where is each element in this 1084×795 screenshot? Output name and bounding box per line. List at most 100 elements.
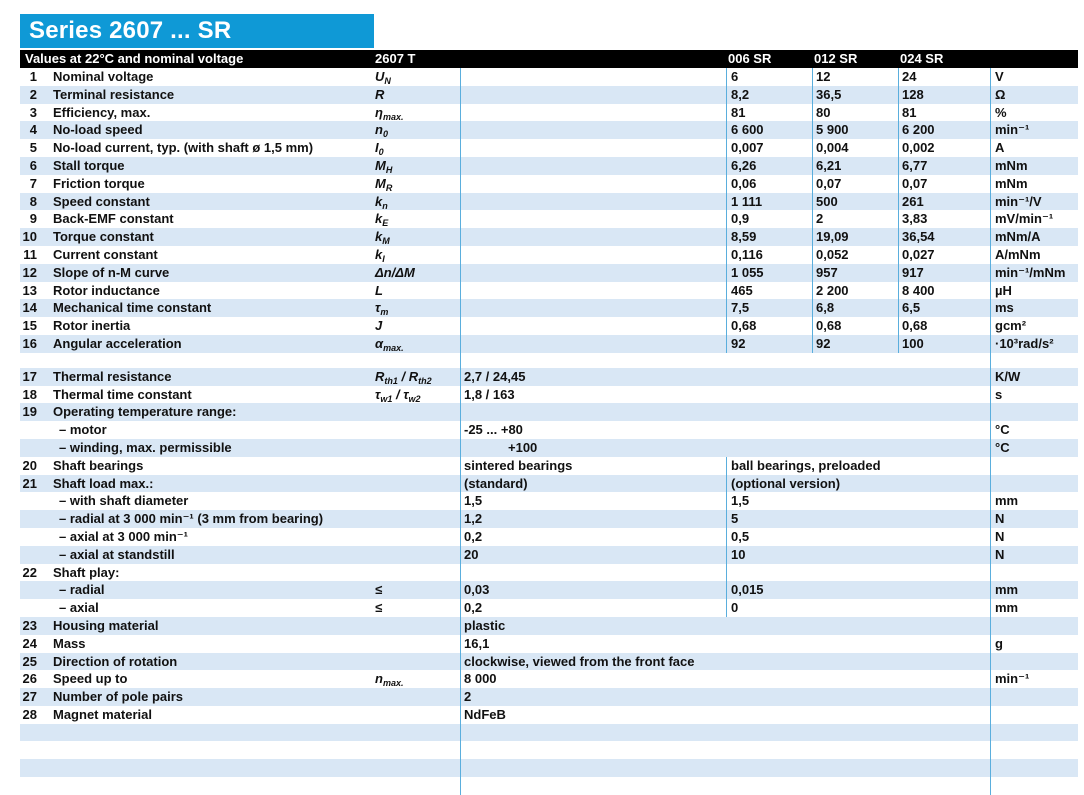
row-label: – axial at 3 000 min⁻¹	[59, 528, 188, 544]
symbol-subscript: 0	[382, 129, 388, 140]
column-divider	[812, 245, 813, 264]
value-012sr: 80	[816, 104, 831, 120]
row-label: No-load current, typ. (with shaft ø 1,5 …	[53, 140, 314, 156]
row-number: 22	[22, 564, 37, 580]
column-divider	[726, 85, 727, 104]
value-024sr: 8 400	[902, 282, 935, 298]
column-divider	[898, 156, 899, 175]
row-symbol: ≤	[375, 581, 382, 599]
row-number: 14	[22, 300, 37, 316]
row-label: Operating temperature range:	[53, 404, 237, 420]
column-divider	[460, 652, 461, 671]
symbol-subscript: w1	[380, 393, 393, 404]
value-optional: (optional version)	[731, 475, 841, 491]
unit: min⁻¹/V	[995, 193, 1042, 209]
row-label: Shaft load max.:	[53, 475, 154, 491]
column-divider	[990, 492, 991, 511]
row-label: Speed constant	[53, 193, 150, 209]
column-divider	[726, 334, 727, 353]
symbol-text: τ	[375, 386, 381, 402]
column-divider	[460, 317, 461, 335]
row-label: – with shaft diameter	[59, 493, 189, 509]
column-divider	[460, 228, 461, 246]
unit: mV/min⁻¹	[995, 211, 1054, 227]
column-divider	[812, 281, 813, 300]
column-divider	[460, 599, 461, 617]
unit: s	[995, 386, 1003, 402]
column-divider	[460, 352, 461, 368]
symbol-text: k	[375, 229, 383, 245]
row-label: Housing material	[53, 617, 159, 633]
value-024sr: 261	[902, 193, 924, 209]
column-divider	[460, 705, 461, 724]
spec-row: 10 Torque constant kM 8,59 19,09 36,54 mNm/A	[20, 228, 1078, 246]
spec-row: 28 Magnet material NdFeB	[20, 705, 1078, 724]
row-label: No-load speed	[53, 122, 143, 138]
unit: mm	[995, 582, 1019, 598]
column-divider	[726, 263, 727, 282]
value-006sr: 92	[731, 335, 746, 351]
row-number: 16	[22, 335, 37, 351]
unit: mNm	[995, 157, 1028, 173]
row-label: Slope of n-M curve	[53, 264, 170, 280]
column-divider	[990, 245, 991, 264]
column-divider	[460, 174, 461, 193]
column-divider	[898, 68, 899, 86]
spec-row: 14 Mechanical time constant τm 7,5 6,8 6,5 ms	[20, 299, 1078, 317]
unit: N	[995, 511, 1005, 527]
column-divider	[990, 192, 991, 211]
column-divider	[990, 652, 991, 671]
column-divider	[460, 263, 461, 282]
value-012sr: 5 900	[816, 122, 849, 138]
value-012sr: 0,004	[816, 140, 849, 156]
value-006sr: 8,2	[731, 86, 750, 102]
spec-row: 19 Operating temperature range:	[20, 403, 1078, 422]
spec-row: 11 Current constant kI 0,116 0,052 0,027 A/mNm	[20, 245, 1078, 264]
column-divider	[460, 103, 461, 122]
column-divider	[990, 139, 991, 157]
unit: A	[995, 140, 1005, 156]
row-label: Shaft play:	[53, 564, 120, 580]
spec-row: 20 Shaft bearings sintered bearings ball be…	[20, 456, 1078, 475]
column-divider	[812, 192, 813, 211]
value-006sr: 1 111	[731, 193, 763, 209]
column-divider	[990, 352, 991, 368]
unit: mNm/A	[995, 229, 1041, 245]
unit: K/W	[995, 368, 1021, 384]
symbol-text: ≤	[375, 600, 383, 616]
value: 2	[464, 689, 472, 705]
column-divider	[726, 228, 727, 246]
spec-row: 23 Housing material plastic	[20, 616, 1078, 635]
column-divider	[460, 245, 461, 264]
row-label: Mechanical time constant	[53, 300, 212, 316]
column-divider	[990, 581, 991, 600]
unit: µH	[995, 282, 1012, 298]
row-number: 4	[29, 122, 37, 138]
row-label: – axial at standstill	[59, 546, 175, 562]
value-006sr: 0,06	[731, 175, 757, 191]
column-divider	[898, 228, 899, 246]
column-divider	[460, 85, 461, 104]
column-divider	[726, 174, 727, 193]
value-006sr: 6	[731, 69, 739, 84]
value-006sr: 0,007	[731, 140, 764, 156]
column-divider	[460, 723, 461, 742]
spec-row: 8 Speed constant kn 1 111 500 261 min⁻¹/V	[20, 192, 1078, 211]
column-divider	[990, 741, 991, 760]
symbol-subscript: M	[382, 236, 390, 247]
unit: °C	[995, 439, 1010, 455]
value-024sr: 6 200	[902, 122, 935, 138]
symbol-text: τ	[403, 386, 409, 402]
value-standard: 20	[464, 546, 479, 562]
column-divider	[726, 192, 727, 211]
column-divider	[460, 385, 461, 404]
spec-row: – winding, max. permissible +100 °C	[20, 438, 1078, 457]
column-divider	[990, 688, 991, 706]
value-024sr: 6,5	[902, 300, 921, 316]
column-divider	[990, 174, 991, 193]
column-divider	[898, 174, 899, 193]
column-divider	[990, 317, 991, 335]
spec-row: 17 Thermal resistance Rth1 / Rth2 2,7 / 24,…	[20, 367, 1078, 386]
column-divider	[898, 85, 899, 104]
symbol-subscript: max.	[383, 342, 404, 353]
